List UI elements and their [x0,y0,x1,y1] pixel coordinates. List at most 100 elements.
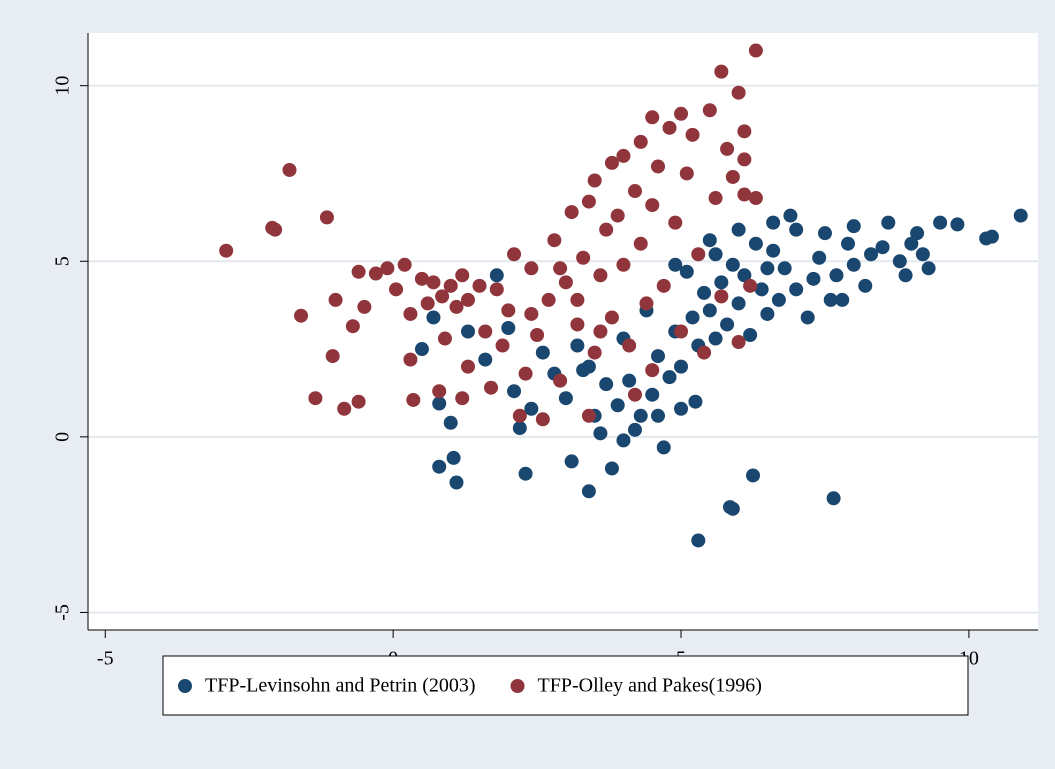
point [881,215,896,230]
point [892,254,907,269]
point [403,306,418,321]
point [432,396,447,411]
point [748,191,763,206]
point [760,261,775,276]
point [587,173,602,188]
point [904,236,919,251]
point [714,275,729,290]
point [604,310,619,325]
point [685,310,700,325]
point [268,222,283,237]
point [518,466,533,481]
point [662,120,677,135]
point [581,194,596,209]
point [846,219,861,234]
point [691,247,706,262]
point [1013,208,1028,223]
point [656,278,671,293]
point [679,264,694,279]
point [564,205,579,220]
point [337,401,352,416]
point [950,217,965,232]
point [219,243,234,258]
point [599,222,614,237]
point [979,231,994,246]
point [702,233,717,248]
point [547,233,562,248]
point [910,226,925,241]
point [449,475,464,490]
point [593,268,608,283]
point [446,450,461,465]
legend-label: TFP-Olley and Pakes(1996) [538,675,762,697]
y-tick-label: 10 [52,76,74,96]
legend-marker [178,679,192,693]
point [484,380,499,395]
point [633,408,648,423]
point [627,387,642,402]
point [708,247,723,262]
point [823,292,838,307]
point [864,247,879,262]
point [461,292,475,307]
point [581,408,596,423]
point [674,401,689,416]
point [766,215,781,230]
point [432,384,447,399]
point [645,110,660,125]
point [380,261,395,276]
point [800,310,815,325]
point [530,328,545,343]
point [558,391,573,406]
point [449,299,464,314]
point [622,373,637,388]
point [731,296,746,311]
point [593,426,608,441]
point [570,317,585,332]
point [668,215,683,230]
point [737,268,752,283]
point [507,384,522,399]
point [512,408,527,423]
point [674,106,689,121]
point [570,338,585,353]
point [731,335,746,350]
point [771,292,786,307]
point [581,484,596,499]
point [524,306,539,321]
point [558,275,573,290]
point [645,198,660,213]
point [616,433,631,448]
point [478,324,493,339]
point [489,268,504,283]
point [553,261,568,276]
point [627,184,642,199]
point [702,303,717,318]
point [414,342,429,357]
point [668,257,683,272]
point [389,282,404,297]
point [731,85,746,100]
point [435,289,450,304]
point [553,373,568,388]
point [656,440,671,455]
point [702,103,717,118]
point [737,152,752,167]
point [777,261,792,276]
point [437,331,452,346]
y-tick-label: -5 [52,604,74,621]
point [357,299,372,314]
point [633,236,648,251]
point [610,208,625,223]
point [622,338,637,353]
point [737,124,752,139]
point [282,162,297,177]
point [593,324,608,339]
point [518,366,533,381]
point [714,64,729,79]
point [674,324,689,339]
x-tick-label: -5 [97,648,114,670]
point [651,159,665,174]
point [720,141,735,156]
